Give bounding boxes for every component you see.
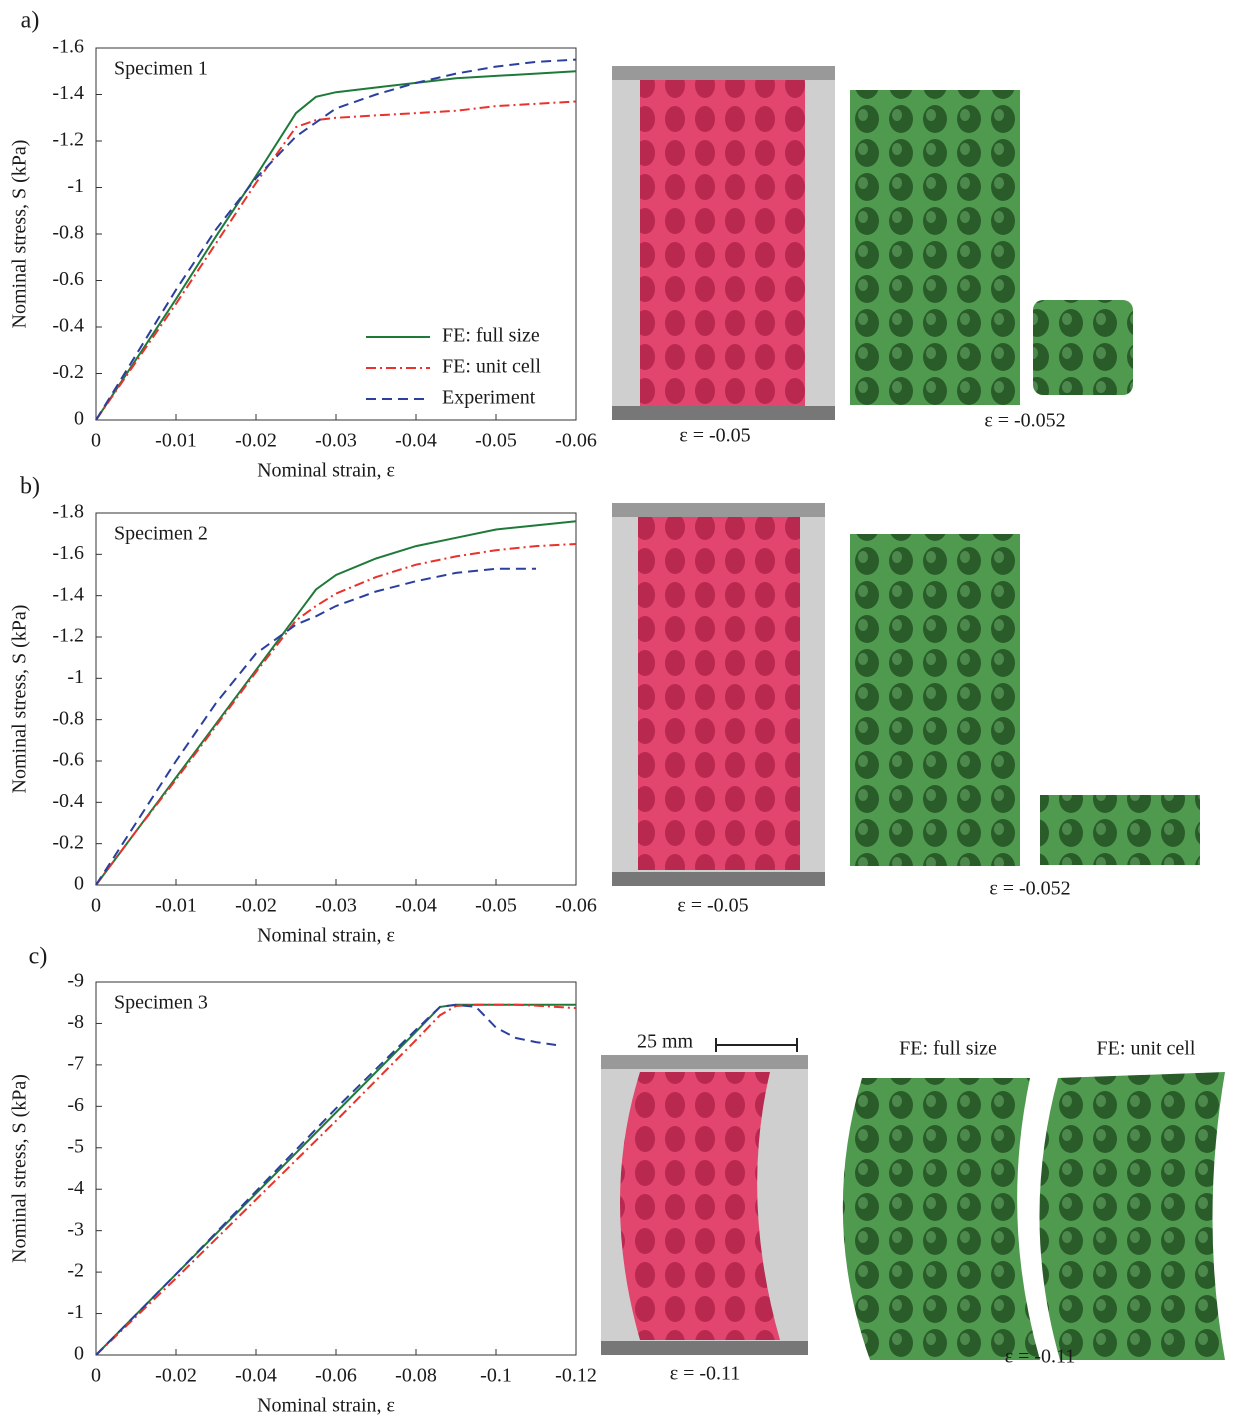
y-tick-label: -1.6: [52, 542, 84, 564]
chart-title: Specimen 3: [114, 992, 208, 1014]
legend-label: FE: full size: [442, 325, 540, 347]
data-line: [95, 543, 577, 886]
y-tick-label: -3: [67, 1218, 84, 1240]
y-tick-label: -1.6: [52, 36, 84, 58]
y-tick-label: -6: [67, 1094, 84, 1116]
panel-label: b): [20, 474, 40, 500]
image-caption: ε = -0.052: [984, 410, 1065, 432]
data-line: [95, 70, 577, 421]
x-tick-label: -0.1: [480, 1365, 512, 1387]
x-tick-label: -0.04: [395, 895, 437, 917]
y-tick-label: -0.4: [52, 315, 84, 337]
y-tick-label: 0: [74, 1343, 84, 1365]
image-caption: FE: unit cell: [1097, 1038, 1196, 1060]
y-tick-label: -2: [67, 1260, 84, 1282]
y-tick-label: -0.6: [52, 268, 84, 290]
x-tick-label: -0.05: [475, 895, 517, 917]
chart-title: Specimen 1: [114, 58, 208, 80]
x-tick-label: -0.03: [315, 895, 357, 917]
image-caption: ε = -0.05: [677, 895, 748, 917]
data-line: [95, 1003, 577, 1356]
x-tick-label: -0.04: [395, 430, 437, 452]
y-tick-label: -0.4: [52, 790, 84, 812]
y-tick-label: -1.8: [52, 501, 84, 523]
y-tick-label: -4: [67, 1177, 84, 1199]
y-tick-label: -5: [67, 1135, 84, 1157]
x-tick-label: 0: [91, 895, 101, 917]
y-tick-label: -1.2: [52, 625, 84, 647]
x-tick-label: -0.06: [315, 1365, 357, 1387]
data-line: [95, 567, 536, 886]
image-caption: ε = -0.05: [679, 425, 750, 447]
y-tick-label: -0.2: [52, 831, 84, 853]
x-axis-label: Nominal strain, ε: [257, 1395, 395, 1417]
x-axis-label: Nominal strain, ε: [257, 925, 395, 947]
y-tick-label: -0.2: [52, 361, 84, 383]
data-line: [95, 100, 577, 421]
y-tick-label: -8: [67, 1011, 84, 1033]
x-tick-label: -0.02: [235, 895, 277, 917]
data-line: [95, 520, 577, 886]
x-tick-label: -0.08: [395, 1365, 437, 1387]
y-tick-label: -1.4: [52, 583, 84, 605]
y-tick-label: -0.6: [52, 749, 84, 771]
y-tick-label: 0: [74, 873, 84, 895]
y-tick-label: -1.4: [52, 82, 84, 104]
data-line: [95, 1003, 557, 1356]
legend-label: FE: unit cell: [442, 356, 541, 378]
x-tick-label: 0: [91, 430, 101, 452]
y-tick-label: 0: [74, 408, 84, 430]
y-tick-label: -1: [67, 175, 84, 197]
data-line: [95, 58, 577, 421]
x-tick-label: -0.03: [315, 430, 357, 452]
y-tick-label: -7: [67, 1052, 84, 1074]
images: [601, 66, 1225, 1360]
y-tick-label: -0.8: [52, 222, 84, 244]
chart-title: Specimen 2: [114, 523, 208, 545]
y-axis-label: Nominal stress, S (kPa): [9, 1074, 31, 1263]
x-tick-label: -0.05: [475, 430, 517, 452]
data-line: [95, 1003, 576, 1356]
x-tick-label: 0: [91, 1365, 101, 1387]
image-caption: FE: full size: [899, 1038, 997, 1060]
y-tick-label: -0.8: [52, 707, 84, 729]
y-tick-label: -1: [67, 1301, 84, 1323]
x-tick-label: -0.06: [555, 895, 597, 917]
y-tick-label: -1: [67, 666, 84, 688]
y-tick-label: -1.2: [52, 129, 84, 151]
plot-frame: [95, 981, 577, 1356]
y-tick-label: -9: [67, 970, 84, 992]
panel-label: c): [29, 944, 48, 970]
x-tick-label: -0.01: [155, 430, 197, 452]
y-axis-label: Nominal stress, S (kPa): [9, 140, 31, 329]
x-tick-label: -0.04: [235, 1365, 277, 1387]
x-tick-label: -0.02: [155, 1365, 197, 1387]
x-tick-label: -0.02: [235, 430, 277, 452]
x-tick-label: -0.01: [155, 895, 197, 917]
x-tick-label: -0.06: [555, 430, 597, 452]
panel-label: a): [21, 8, 40, 34]
x-axis-label: Nominal strain, ε: [257, 460, 395, 482]
image-caption: 25 mm: [637, 1031, 694, 1053]
x-tick-label: -0.12: [555, 1365, 597, 1387]
y-axis-label: Nominal stress, S (kPa): [9, 605, 31, 794]
legend-label: Experiment: [442, 387, 536, 409]
image-caption: ε = -0.11: [1005, 1346, 1076, 1368]
image-caption: ε = -0.052: [989, 878, 1070, 900]
image-caption: ε = -0.11: [670, 1363, 741, 1385]
